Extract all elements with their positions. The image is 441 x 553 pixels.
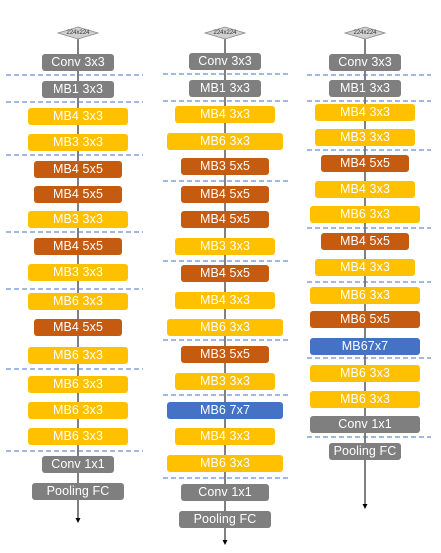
column-1-block-mb1-3x3: MB1 3x3: [42, 80, 114, 98]
column-3-block-mb4-3x3: MB4 3x3: [315, 103, 415, 121]
column-2-block-mb3-3x3: MB3 3x3: [175, 237, 275, 255]
column-2-block-mb6-3x3: MB6 3x3: [167, 454, 283, 472]
column-2-block-mb6-3x3: MB6 3x3: [167, 132, 283, 150]
column-3-block-mb4-3x3: MB4 3x3: [315, 258, 415, 276]
column-2-block-mb3-5x5: MB3 5x5: [181, 157, 269, 175]
column-3-block-mb6-3x3: MB6 3x3: [310, 286, 420, 304]
column-3-block-mb6-5x5: MB6 5x5: [310, 310, 420, 328]
column-1-block-mb6-3x3: MB6 3x3: [28, 401, 128, 419]
column-2-block-mb3-3x3: MB3 3x3: [175, 372, 275, 390]
column-3-block-conv-1x1: Conv 1x1: [310, 415, 420, 433]
column-1-block-mb6-3x3: MB6 3x3: [28, 292, 128, 310]
column-3-block-mb6-3x3: MB6 3x3: [310, 364, 420, 382]
column-1-block-mb4-3x3: MB4 3x3: [28, 107, 128, 125]
column-3-block-pooling-fc: Pooling FC: [329, 442, 401, 460]
column-2-block-mb4-3x3: MB4 3x3: [175, 427, 275, 445]
column-3-block-mb3-3x3: MB3 3x3: [315, 128, 415, 146]
column-3-block-mb67x7: MB67x7: [310, 337, 420, 355]
column-1-block-mb6-3x3: MB6 3x3: [28, 427, 128, 445]
column-2-block-mb6-3x3: MB6 3x3: [167, 318, 283, 336]
column-1-block-conv-3x3: Conv 3x3: [42, 53, 114, 71]
column-1-block-mb3-3x3: MB3 3x3: [28, 133, 128, 151]
column-2-arrow-head: [222, 540, 228, 545]
column-1-block-conv-1x1: Conv 1x1: [42, 455, 114, 473]
column-2-block-mb4-3x3: MB4 3x3: [175, 105, 275, 123]
column-1-input-label: 224x224: [66, 30, 90, 36]
column-3-arrow-head: [362, 504, 368, 509]
column-3-block-conv-3x3: Conv 3x3: [329, 53, 401, 71]
column-3-input-diamond: [343, 26, 387, 40]
column-3-block-mb4-3x3: MB4 3x3: [315, 180, 415, 198]
column-1-block-mb6-3x3: MB6 3x3: [28, 346, 128, 364]
column-1-block-mb4-5x5: MB4 5x5: [34, 318, 122, 336]
column-2-input-diamond: [203, 26, 247, 40]
column-3-input-label: 224x224: [353, 30, 377, 36]
column-2-block-mb4-3x3: MB4 3x3: [175, 291, 275, 309]
column-1-block-mb3-3x3: MB3 3x3: [28, 263, 128, 281]
column-2-block-mb4-5x5: MB4 5x5: [181, 264, 269, 282]
column-2-block-mb3-5x5: MB3 5x5: [181, 345, 269, 363]
column-1-input-diamond: [56, 26, 100, 40]
column-2-block-mb6-7x7: MB6 7x7: [167, 401, 283, 419]
column-1-arrow-head: [75, 518, 81, 523]
column-1-block-mb4-5x5: MB4 5x5: [34, 237, 122, 255]
column-2-block-mb1-3x3: MB1 3x3: [189, 79, 261, 97]
column-1-block-mb6-3x3: MB6 3x3: [28, 375, 128, 393]
column-1-block-mb3-3x3: MB3 3x3: [28, 210, 128, 228]
column-3-block-mb4-5x5: MB4 5x5: [321, 154, 409, 172]
column-3-block-mb6-3x3: MB6 3x3: [310, 390, 420, 408]
column-2-input-label: 224x224: [213, 30, 237, 36]
column-2-block-mb4-5x5: MB4 5x5: [181, 210, 269, 228]
column-2-block-pooling-fc: Pooling FC: [179, 510, 271, 528]
column-2-block-conv-1x1: Conv 1x1: [181, 483, 269, 501]
column-1-block-mb4-5x5: MB4 5x5: [34, 160, 122, 178]
column-3-block-mb1-3x3: MB1 3x3: [329, 79, 401, 97]
column-3-block-mb4-5x5: MB4 5x5: [321, 232, 409, 250]
column-2-block-mb4-5x5: MB4 5x5: [181, 185, 269, 203]
column-1-block-pooling-fc: Pooling FC: [32, 482, 124, 500]
column-3-block-mb6-3x3: MB6 3x3: [310, 205, 420, 223]
column-1-block-mb4-5x5: MB4 5x5: [34, 185, 122, 203]
column-2-block-conv-3x3: Conv 3x3: [189, 52, 261, 70]
